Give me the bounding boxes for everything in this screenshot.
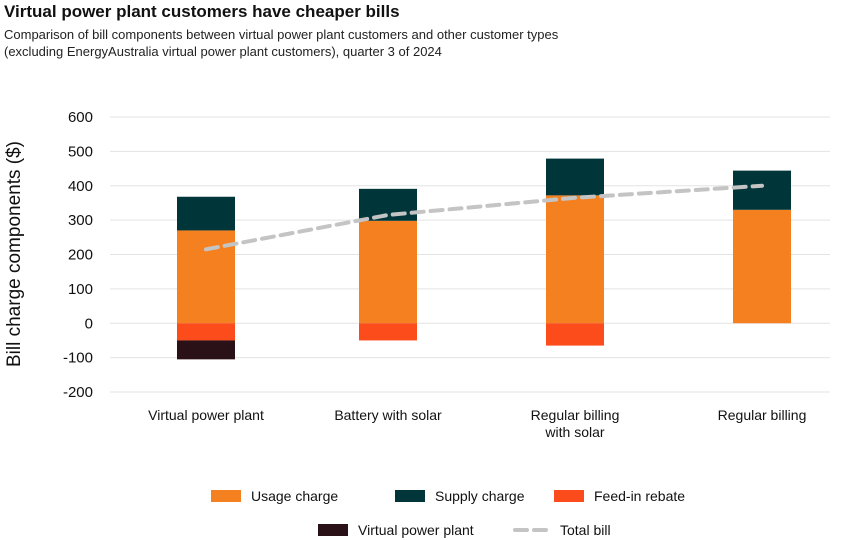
- category-label: Regular billing: [531, 407, 620, 423]
- bar-supply: [359, 188, 417, 221]
- bar-usage: [359, 220, 417, 324]
- category-label: Battery with solar: [334, 407, 442, 423]
- legend-swatch-supply: [395, 490, 425, 502]
- y-tick-label: -200: [63, 384, 93, 401]
- legend-swatch-vpp: [318, 524, 348, 536]
- bar-feedin: [359, 323, 417, 341]
- bar-usage: [733, 209, 791, 324]
- subtitle-line-2: (excluding EnergyAustralia virtual power…: [4, 44, 442, 59]
- total-bill-line: [204, 183, 764, 252]
- legend-label-usage: Usage charge: [251, 488, 338, 504]
- y-tick-label: 500: [68, 143, 93, 160]
- bar-supply: [733, 170, 791, 210]
- y-tick-label: 600: [68, 109, 93, 126]
- y-axis-label: Bill charge components ($): [4, 141, 25, 367]
- bar-feedin: [546, 323, 604, 346]
- y-tick-label: 200: [68, 247, 93, 264]
- y-tick-label: -100: [63, 350, 93, 367]
- y-tick-label: 400: [68, 178, 93, 195]
- y-tick-label: 100: [68, 281, 93, 298]
- category-labels: Virtual power plant Battery with solar Reg…: [148, 407, 806, 440]
- legend-label-vpp: Virtual power plant: [358, 522, 474, 538]
- bar-supply: [546, 158, 604, 196]
- category-label: Virtual power plant: [148, 407, 264, 423]
- category-label: Regular billing: [718, 407, 807, 423]
- total-bill-series-line: [204, 183, 764, 252]
- y-tick-label: 300: [68, 212, 93, 229]
- bar-usage: [546, 195, 604, 324]
- legend-label-supply: Supply charge: [435, 488, 525, 504]
- bar-feedin: [177, 323, 235, 341]
- y-tick-labels: -200 -100 0 100 200 300 400 500 600: [63, 109, 93, 401]
- legend-label-feedin: Feed-in rebate: [594, 488, 685, 504]
- bars: [177, 158, 791, 360]
- subtitle-line-1: Comparison of bill components between vi…: [4, 27, 559, 42]
- legend-label-total: Total bill: [560, 522, 611, 538]
- y-tick-label: 0: [85, 315, 93, 332]
- chart-title: Virtual power plant customers have cheap…: [4, 2, 400, 21]
- bar-vpp: [177, 340, 235, 360]
- category-label: with solar: [544, 424, 604, 440]
- legend-swatch-feedin: [554, 490, 584, 502]
- bar-supply: [177, 196, 235, 231]
- legend-swatch-usage: [211, 490, 241, 502]
- chart-subtitle: Comparison of bill components between vi…: [4, 26, 704, 60]
- legend: Usage charge Supply charge Feed-in rebate V…: [211, 488, 685, 538]
